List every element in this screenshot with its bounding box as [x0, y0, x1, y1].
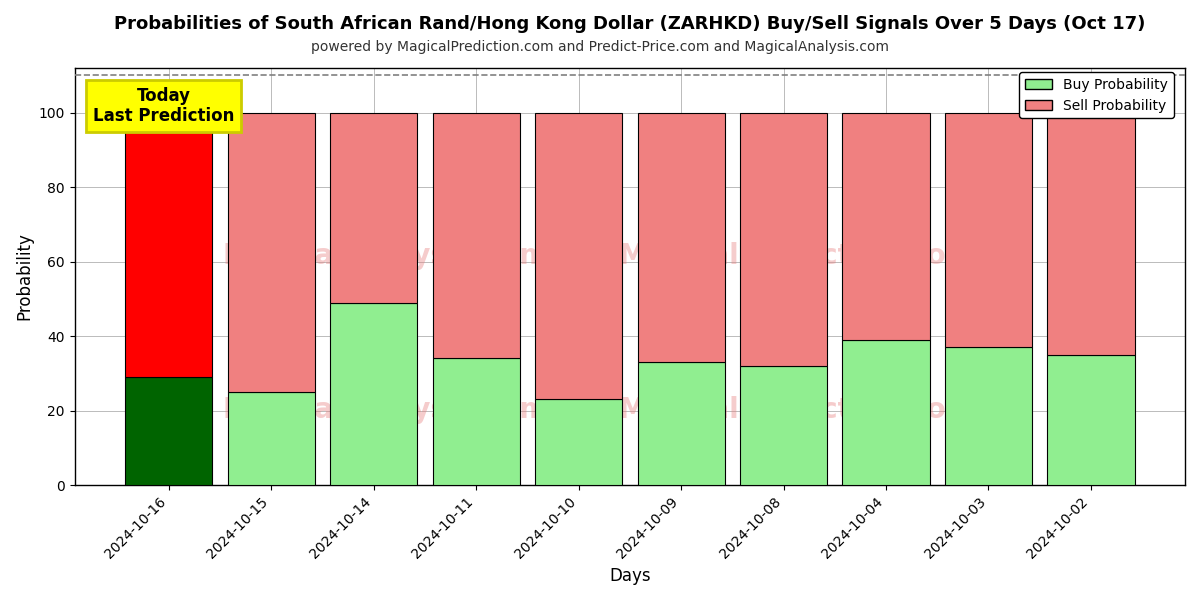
- Bar: [535, 400, 622, 485]
- Title: Probabilities of South African Rand/Hong Kong Dollar (ZARHKD) Buy/Sell Signals O: Probabilities of South African Rand/Hong…: [114, 15, 1146, 33]
- Text: MagicalAnalysis.com: MagicalAnalysis.com: [222, 242, 548, 269]
- Bar: [944, 113, 1032, 347]
- Bar: [944, 347, 1032, 485]
- Bar: [740, 366, 827, 485]
- Bar: [1048, 355, 1134, 485]
- Legend: Buy Probability, Sell Probability: Buy Probability, Sell Probability: [1019, 72, 1174, 118]
- Text: powered by MagicalPrediction.com and Predict-Price.com and MagicalAnalysis.com: powered by MagicalPrediction.com and Pre…: [311, 40, 889, 54]
- X-axis label: Days: Days: [610, 567, 650, 585]
- Bar: [842, 340, 930, 485]
- Bar: [637, 113, 725, 362]
- Bar: [740, 113, 827, 366]
- Bar: [1048, 113, 1134, 355]
- Bar: [330, 113, 418, 302]
- Text: MagicalPrediction.com: MagicalPrediction.com: [618, 242, 974, 269]
- Bar: [228, 113, 314, 392]
- Bar: [125, 113, 212, 377]
- Bar: [330, 302, 418, 485]
- Bar: [228, 392, 314, 485]
- Bar: [535, 113, 622, 400]
- Bar: [125, 377, 212, 485]
- Text: MagicalAnalysis.com: MagicalAnalysis.com: [222, 396, 548, 424]
- Bar: [842, 113, 930, 340]
- Bar: [432, 358, 520, 485]
- Text: MagicalPrediction.com: MagicalPrediction.com: [618, 396, 974, 424]
- Text: Today
Last Prediction: Today Last Prediction: [92, 86, 234, 125]
- Bar: [432, 113, 520, 358]
- Y-axis label: Probability: Probability: [16, 233, 34, 320]
- Bar: [637, 362, 725, 485]
